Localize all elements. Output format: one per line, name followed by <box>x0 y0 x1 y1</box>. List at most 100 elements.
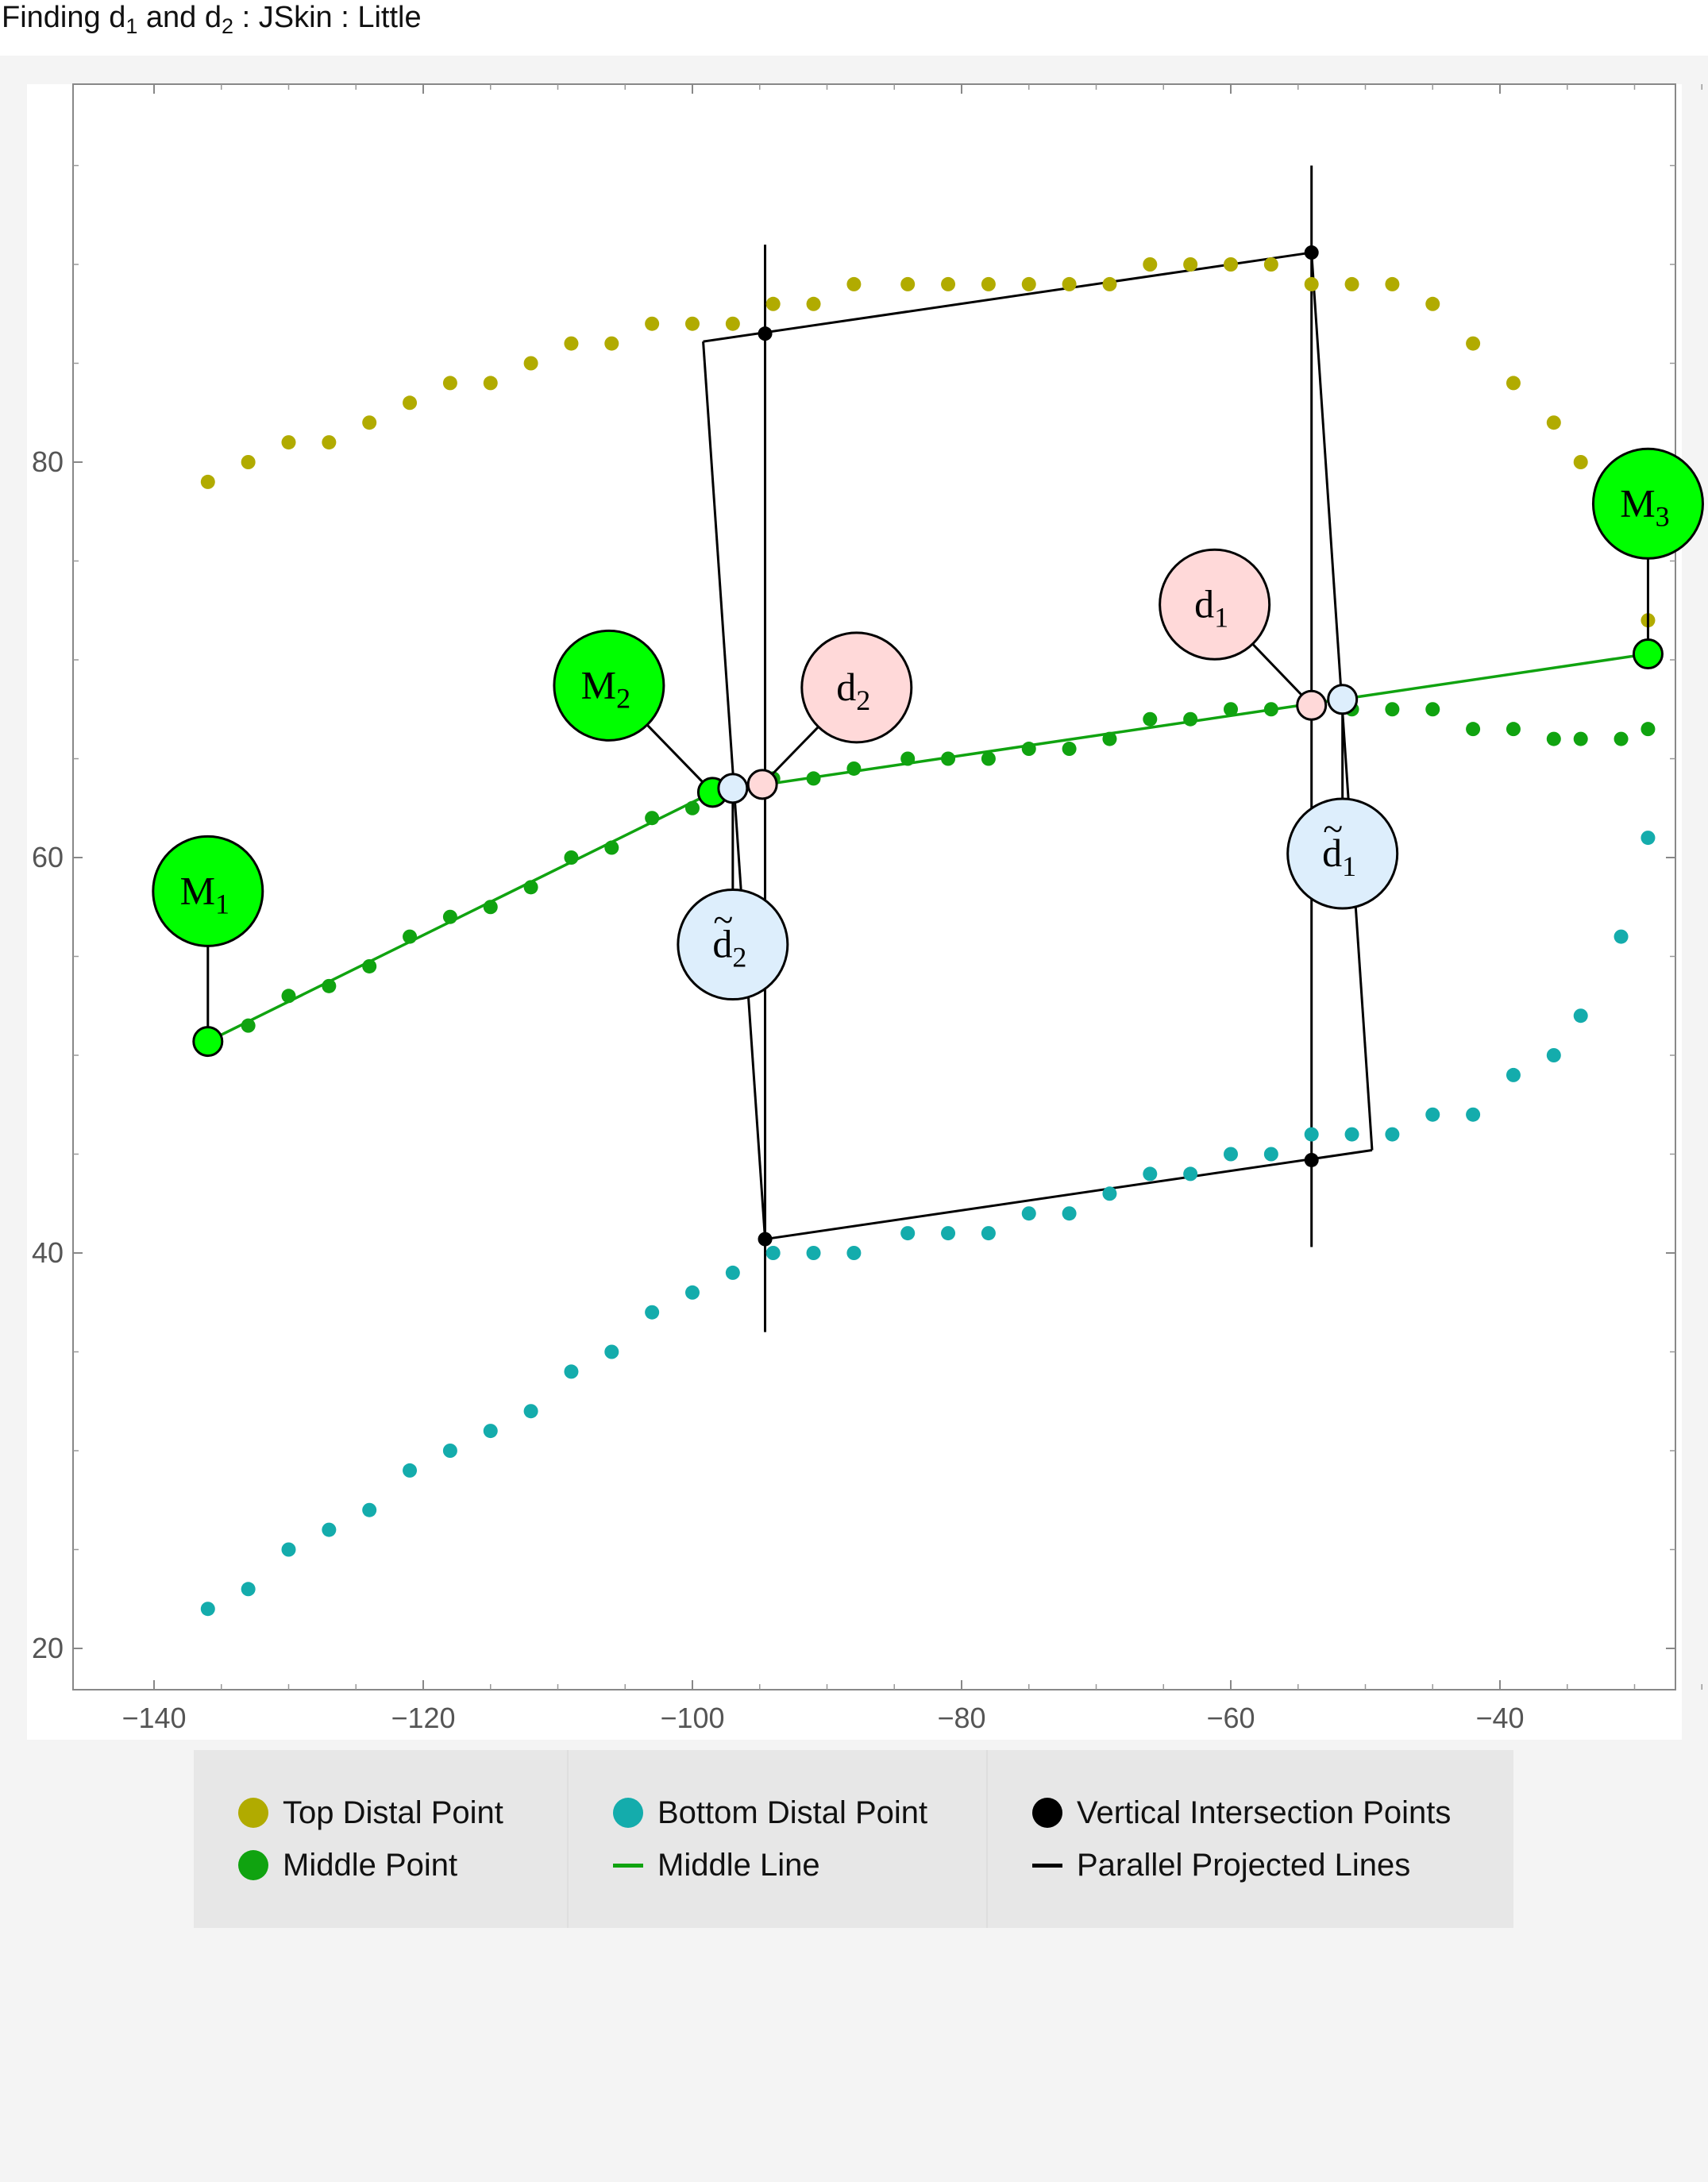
annotation-bubble-m3 <box>1591 447 1704 560</box>
bottom-distal-point-marker <box>685 1285 700 1300</box>
top-distal-point-marker <box>1385 276 1400 291</box>
bottom-distal-point-marker <box>483 1424 498 1439</box>
annotation-bubble-dtilde1 <box>1286 797 1399 910</box>
legend-swatch-vertical-intersection <box>1032 1798 1062 1828</box>
middle-point-marker <box>1614 731 1629 746</box>
annotation-bubble-m2 <box>553 629 665 742</box>
annotation-label-m3: M3 <box>1620 480 1669 532</box>
x-tick-label: −80 <box>937 1702 985 1734</box>
legend-swatch-top-distal <box>238 1798 268 1828</box>
bottom-distal-point-marker <box>281 1542 296 1557</box>
annotation-point-dtilde1 <box>1327 684 1359 715</box>
middle-point-marker <box>1143 711 1158 727</box>
top-distal-point-marker <box>604 336 619 351</box>
annotation-point-d1 <box>1296 689 1328 721</box>
bottom-distal-point-marker <box>645 1305 660 1320</box>
middle-point-marker <box>1506 722 1521 737</box>
top-distal-point-marker <box>241 455 256 469</box>
bottom-distal-point-marker <box>362 1502 377 1517</box>
top-distal-point-marker <box>685 316 700 331</box>
top-distal-point-marker <box>403 395 418 411</box>
title-sub-1: 1 <box>125 14 138 38</box>
annotation-label-m2: M2 <box>581 662 630 714</box>
top-distal-point-marker <box>765 296 781 311</box>
top-distal-point-marker <box>806 296 821 311</box>
bottom-distal-point-marker <box>1385 1127 1400 1142</box>
top-distal-point-marker <box>322 435 337 450</box>
legend-swatch-middle-point <box>238 1850 268 1880</box>
bottom-distal-point-marker <box>604 1344 619 1359</box>
top-distal-point-marker <box>1021 276 1036 291</box>
top-distal-point-marker <box>1263 257 1278 272</box>
annotation-bubble-d1 <box>1159 548 1271 661</box>
vertical-intersection-point <box>1304 245 1319 260</box>
vertical-intersection-point <box>1304 1152 1319 1167</box>
top-distal-point-marker <box>725 316 740 331</box>
bottom-distal-point-marker <box>1344 1127 1359 1142</box>
y-tick-label: 40 <box>32 1236 64 1269</box>
parallel-projected-line <box>765 1149 1373 1241</box>
bottom-distal-point-marker <box>403 1463 418 1478</box>
y-tick-label: 60 <box>32 841 64 873</box>
annotation-bubble-d2 <box>800 631 913 744</box>
legend-item-parallel-lines: Parallel Projected Lines <box>1032 1848 1513 1883</box>
top-distal-point-marker <box>1425 296 1440 311</box>
top-distal-point-marker <box>1546 415 1561 430</box>
annotation-point-m1 <box>192 1026 224 1058</box>
legend-column-3: Vertical Intersection Points Parallel Pr… <box>986 1750 1513 1928</box>
legend-swatch-parallel-lines <box>1032 1863 1062 1868</box>
bottom-distal-point-marker <box>981 1226 996 1241</box>
top-distal-point-marker <box>941 276 956 291</box>
annotation-point-m3 <box>1632 638 1664 670</box>
bottom-distal-point-marker <box>1062 1206 1077 1221</box>
top-distal-point-marker <box>900 276 916 291</box>
annotation-label-d1: d1 <box>1194 581 1228 633</box>
bottom-distal-point-marker <box>765 1246 781 1260</box>
top-distal-point-marker <box>1143 257 1158 272</box>
bottom-distal-point-marker <box>1614 929 1629 944</box>
top-distal-point-marker <box>1466 336 1481 351</box>
plot-frame <box>27 84 1682 1740</box>
top-distal-point-marker <box>846 276 862 291</box>
annotation-label-dtilde2: d2 <box>712 922 746 973</box>
bottom-distal-point-marker <box>1143 1166 1158 1182</box>
x-tick-label: −40 <box>1475 1702 1524 1734</box>
x-tick-label: −140 <box>121 1702 186 1734</box>
bottom-distal-point-marker <box>200 1602 215 1617</box>
title-prefix: Finding d <box>2 1 126 34</box>
legend-swatch-bottom-distal <box>613 1798 643 1828</box>
bottom-distal-point-marker <box>442 1444 457 1458</box>
bottom-distal-point-marker <box>900 1226 916 1241</box>
legend: Top Distal Point Middle Point Bottom Dis… <box>194 1750 1513 1928</box>
bottom-distal-point-marker <box>1224 1147 1238 1162</box>
middle-point-marker <box>1062 742 1077 757</box>
middle-point-marker <box>1641 722 1656 737</box>
middle-point-marker <box>1425 702 1440 717</box>
bottom-distal-point-marker <box>1425 1107 1440 1122</box>
legend-item-vertical-intersection: Vertical Intersection Points <box>1032 1795 1513 1830</box>
middle-point-marker <box>1546 731 1561 746</box>
annotation-tilde-dtilde1: ~ <box>1323 808 1343 849</box>
top-distal-point-marker <box>981 276 996 291</box>
bottom-distal-point-marker <box>846 1246 862 1260</box>
top-distal-point-marker <box>523 356 538 371</box>
top-distal-point-marker <box>1304 276 1319 291</box>
legend-item-top-distal: Top Distal Point <box>238 1795 567 1830</box>
bottom-distal-point-marker <box>1546 1048 1561 1062</box>
annotation-label-d2: d2 <box>836 665 870 716</box>
legend-item-bottom-distal: Bottom Distal Point <box>613 1795 986 1830</box>
bottom-distal-point-marker <box>1506 1067 1521 1082</box>
parallel-projected-line <box>703 251 1312 343</box>
bottom-distal-point-marker <box>1641 831 1656 846</box>
plot-frame-border <box>72 83 1676 1690</box>
annotation-label-dtilde1: d1 <box>1322 831 1356 882</box>
middle-point-marker <box>846 761 862 776</box>
top-distal-point-marker <box>1224 257 1238 272</box>
top-distal-point-marker <box>564 336 579 351</box>
annotation-bubble-dtilde2 <box>677 889 789 1001</box>
bottom-distal-point-marker <box>941 1226 956 1241</box>
vertical-intersection-point <box>758 1232 773 1247</box>
middle-point-marker <box>1183 711 1198 727</box>
top-distal-point-marker <box>1062 276 1077 291</box>
title-mid: and d <box>137 1 222 34</box>
